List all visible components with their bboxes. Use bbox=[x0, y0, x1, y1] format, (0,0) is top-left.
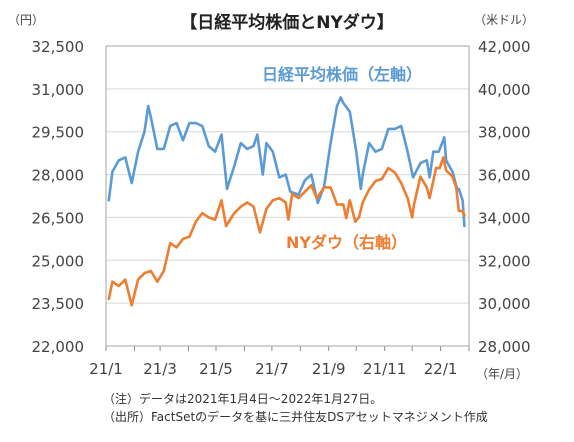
left-tick-label: 28,000 bbox=[32, 167, 85, 185]
right-tick-label: 30,000 bbox=[478, 295, 531, 313]
x-tick-label: 22/1 bbox=[424, 360, 458, 378]
x-axis-unit: （年/月） bbox=[476, 367, 528, 381]
left-tick-label: 22,000 bbox=[32, 338, 85, 356]
x-tick-label: 21/9 bbox=[312, 360, 346, 378]
x-tick-label: 21/3 bbox=[143, 360, 177, 378]
left-tick-label: 29,500 bbox=[32, 124, 85, 142]
right-tick-label: 38,000 bbox=[478, 124, 531, 142]
nikkei-series-label: 日経平均株価（左軸） bbox=[262, 65, 422, 84]
note-period: （注）データは2021年1月4日～2022年1月27日。 bbox=[103, 392, 383, 406]
right-tick-label: 36,000 bbox=[478, 167, 531, 185]
right-tick-label: 42,000 bbox=[478, 38, 531, 56]
nydow-series-label: NYダウ（右軸） bbox=[286, 233, 407, 252]
left-tick-label: 31,000 bbox=[32, 81, 85, 99]
chart-notes: （注）データは2021年1月4日～2022年1月27日。 （出所）FactSet… bbox=[103, 390, 488, 426]
x-tick-label: 21/7 bbox=[255, 360, 289, 378]
x-tick-label: 21/1 bbox=[89, 360, 123, 378]
x-tick-label: 21/11 bbox=[363, 360, 406, 378]
right-tick-label: 40,000 bbox=[478, 81, 531, 99]
x-tick-label: 21/5 bbox=[199, 360, 233, 378]
left-axis-unit: （円） bbox=[8, 13, 44, 27]
right-axis-unit: （米ドル） bbox=[474, 13, 534, 27]
chart: 【日経平均株価とNYダウ】 （円） （米ドル） （年/月） 22,000 23,500 25… bbox=[8, 12, 534, 381]
right-tick-label: 34,000 bbox=[478, 209, 531, 227]
nydow-series-line bbox=[107, 156, 466, 307]
left-tick-label: 32,500 bbox=[32, 38, 85, 56]
nikkei-series-line bbox=[107, 96, 466, 228]
right-tick-label: 28,000 bbox=[478, 338, 531, 356]
plot-frame bbox=[105, 45, 470, 347]
left-tick-label: 26,500 bbox=[32, 209, 85, 227]
left-tick-label: 23,500 bbox=[32, 295, 85, 313]
right-tick-label: 32,000 bbox=[478, 252, 531, 270]
left-tick-label: 25,000 bbox=[32, 252, 85, 270]
note-source: （出所）FactSetのデータを基に三井住友DSアセットマネジメント作成 bbox=[103, 410, 488, 424]
chart-title: 【日経平均株価とNYダウ】 bbox=[180, 12, 394, 33]
